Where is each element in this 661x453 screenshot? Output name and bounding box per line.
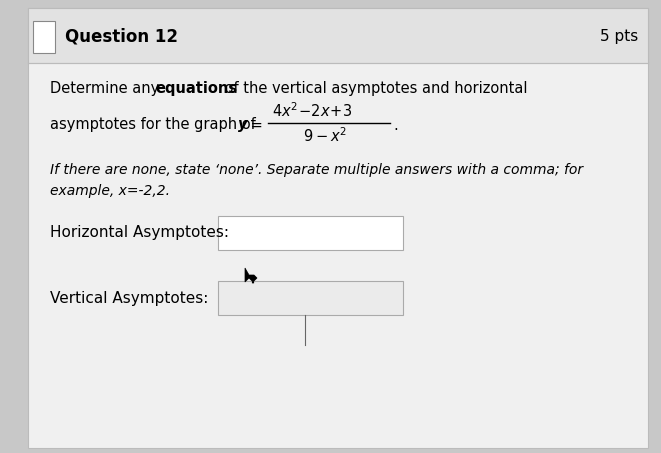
FancyBboxPatch shape xyxy=(218,281,403,315)
Text: $4x^2\!-\!2x\!+\!3$: $4x^2\!-\!2x\!+\!3$ xyxy=(272,101,352,120)
Polygon shape xyxy=(245,268,257,283)
Text: Horizontal Asymptotes:: Horizontal Asymptotes: xyxy=(50,226,229,241)
Text: of the vertical asymptotes and horizontal: of the vertical asymptotes and horizonta… xyxy=(220,81,527,96)
Text: $9 - x^2$: $9 - x^2$ xyxy=(303,127,347,145)
FancyBboxPatch shape xyxy=(28,8,648,63)
FancyBboxPatch shape xyxy=(218,216,403,250)
Text: example, x=-2,2.: example, x=-2,2. xyxy=(50,184,170,198)
FancyBboxPatch shape xyxy=(28,8,648,448)
Text: 5 pts: 5 pts xyxy=(600,29,638,43)
Text: Vertical Asymptotes:: Vertical Asymptotes: xyxy=(50,290,208,305)
Text: asymptotes for the graph of: asymptotes for the graph of xyxy=(50,117,260,132)
FancyBboxPatch shape xyxy=(33,21,55,53)
Text: Question 12: Question 12 xyxy=(65,27,178,45)
Text: .: . xyxy=(393,117,398,132)
Text: equations: equations xyxy=(155,81,237,96)
Text: =: = xyxy=(246,117,263,132)
Text: Determine any: Determine any xyxy=(50,81,164,96)
Text: y: y xyxy=(238,117,247,132)
Text: If there are none, state ‘none’. Separate multiple answers with a comma; for: If there are none, state ‘none’. Separat… xyxy=(50,163,583,177)
